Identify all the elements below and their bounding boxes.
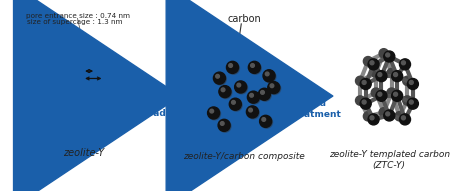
Circle shape [218, 119, 230, 131]
Circle shape [203, 55, 285, 137]
Text: zeolite-Y/carbon composite: zeolite-Y/carbon composite [183, 152, 305, 161]
Circle shape [362, 100, 366, 104]
Circle shape [269, 83, 281, 95]
Circle shape [219, 120, 231, 132]
Circle shape [270, 84, 274, 88]
Text: acid
treatment: acid treatment [290, 99, 342, 119]
Circle shape [370, 61, 374, 65]
Circle shape [41, 53, 127, 139]
Circle shape [251, 64, 255, 67]
Circle shape [247, 107, 259, 119]
Circle shape [229, 64, 232, 67]
Circle shape [356, 76, 365, 86]
Circle shape [378, 92, 382, 96]
Circle shape [387, 68, 396, 78]
Circle shape [370, 116, 374, 120]
Circle shape [356, 96, 365, 105]
Circle shape [360, 98, 371, 109]
Circle shape [268, 82, 280, 94]
Circle shape [248, 92, 260, 104]
Circle shape [246, 106, 258, 118]
Circle shape [220, 87, 232, 99]
Circle shape [364, 57, 373, 66]
Circle shape [264, 71, 276, 83]
Circle shape [371, 68, 381, 78]
Circle shape [386, 53, 390, 57]
Circle shape [210, 109, 214, 113]
Circle shape [410, 100, 413, 104]
Circle shape [393, 73, 398, 77]
Text: carbon: carbon [227, 14, 261, 24]
Circle shape [219, 86, 231, 98]
Circle shape [400, 59, 410, 70]
Circle shape [384, 51, 395, 62]
Text: size of supercage : 1.3 nm: size of supercage : 1.3 nm [27, 19, 122, 25]
Circle shape [232, 100, 235, 104]
Circle shape [364, 112, 373, 121]
Circle shape [230, 99, 242, 111]
Circle shape [400, 114, 410, 125]
Circle shape [209, 108, 220, 120]
Circle shape [395, 112, 404, 121]
Circle shape [228, 62, 239, 74]
Circle shape [401, 61, 405, 65]
Circle shape [378, 73, 382, 77]
Circle shape [229, 98, 241, 110]
Circle shape [248, 61, 260, 73]
Circle shape [392, 71, 402, 82]
Circle shape [407, 79, 419, 90]
Circle shape [403, 96, 412, 105]
Text: zeolite-Y templated carbon
(ZTC-Y): zeolite-Y templated carbon (ZTC-Y) [329, 150, 450, 170]
Circle shape [379, 49, 389, 58]
Text: pore entrance size : 0.74 nm: pore entrance size : 0.74 nm [26, 13, 129, 19]
Circle shape [360, 79, 371, 90]
Circle shape [362, 80, 366, 84]
Circle shape [403, 76, 412, 86]
Circle shape [261, 116, 273, 128]
Circle shape [213, 72, 226, 84]
Circle shape [392, 90, 402, 101]
Circle shape [235, 81, 246, 93]
Circle shape [393, 92, 398, 96]
Circle shape [237, 83, 241, 87]
Circle shape [379, 108, 389, 117]
Circle shape [387, 88, 396, 97]
Circle shape [249, 108, 253, 112]
Text: zeolite-Y: zeolite-Y [64, 148, 105, 158]
Circle shape [384, 110, 395, 121]
Circle shape [386, 112, 390, 116]
Circle shape [263, 70, 275, 82]
Circle shape [265, 72, 269, 76]
Circle shape [368, 114, 379, 125]
Circle shape [258, 88, 270, 100]
Circle shape [216, 74, 219, 78]
Circle shape [376, 90, 387, 101]
Circle shape [262, 118, 265, 121]
Circle shape [236, 82, 247, 94]
Circle shape [227, 61, 238, 73]
Circle shape [250, 93, 254, 97]
Circle shape [371, 88, 381, 97]
Circle shape [221, 88, 225, 92]
Circle shape [376, 71, 387, 82]
Circle shape [260, 115, 272, 127]
Circle shape [220, 122, 224, 125]
Circle shape [247, 91, 259, 103]
Circle shape [259, 89, 271, 101]
Circle shape [401, 116, 405, 120]
Circle shape [368, 59, 379, 70]
Circle shape [407, 98, 419, 109]
Circle shape [208, 107, 219, 119]
Circle shape [410, 80, 413, 84]
Circle shape [261, 91, 264, 94]
Circle shape [249, 62, 261, 74]
Text: carbon
loading: carbon loading [145, 97, 182, 117]
Circle shape [214, 73, 227, 85]
